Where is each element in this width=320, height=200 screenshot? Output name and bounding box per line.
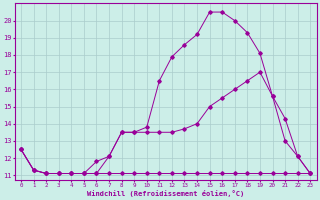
X-axis label: Windchill (Refroidissement éolien,°C): Windchill (Refroidissement éolien,°C): [87, 190, 244, 197]
